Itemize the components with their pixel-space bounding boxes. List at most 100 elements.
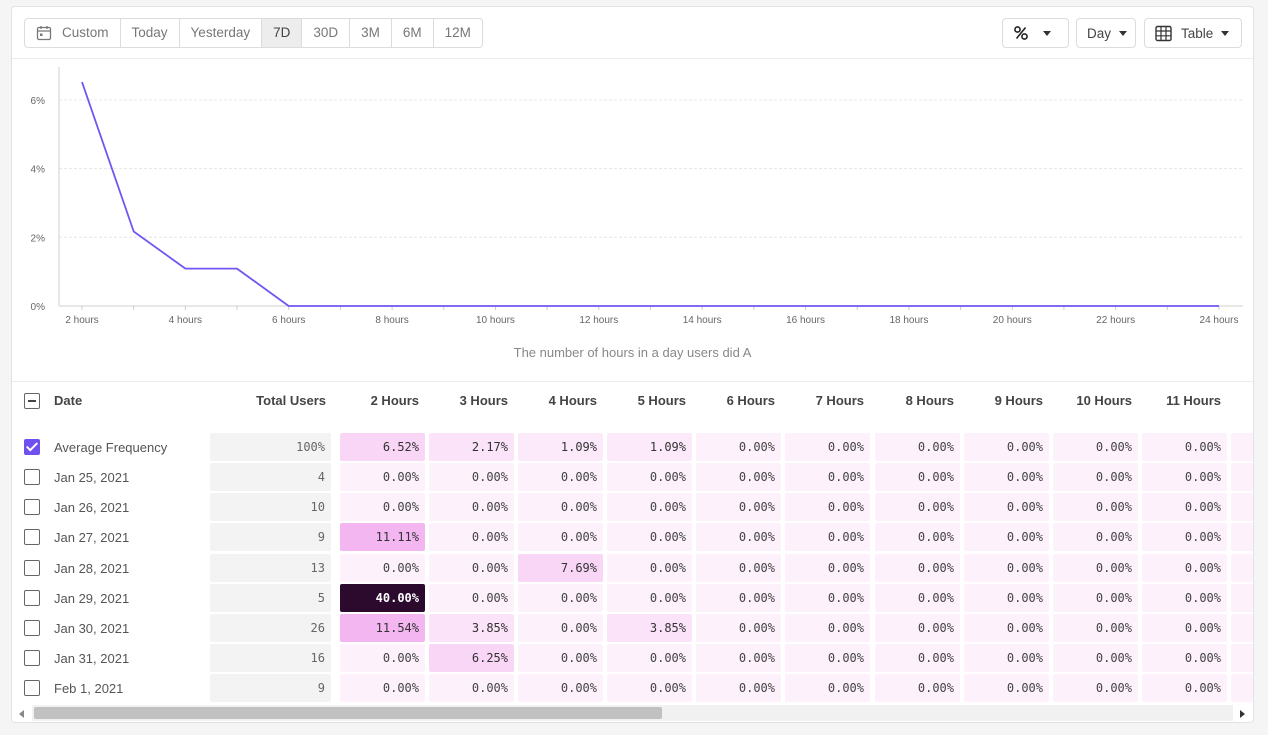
frequency-cell[interactable]: 0.00% bbox=[696, 614, 781, 642]
total-users-cell[interactable]: 13 bbox=[210, 554, 331, 582]
frequency-cell[interactable]: 0.00% bbox=[1053, 523, 1138, 551]
frequency-cell[interactable]: 0.00% bbox=[1053, 433, 1138, 461]
frequency-cell[interactable]: 1.09% bbox=[607, 433, 692, 461]
frequency-cell[interactable]: 0.00% bbox=[429, 584, 514, 612]
frequency-cell[interactable]: 11.11% bbox=[340, 523, 425, 551]
frequency-cell[interactable]: 0.00% bbox=[875, 463, 960, 491]
percent-toggle[interactable] bbox=[1002, 18, 1069, 48]
frequency-cell[interactable]: 0.00% bbox=[964, 463, 1049, 491]
frequency-cell[interactable]: 0.00% bbox=[518, 523, 603, 551]
frequency-cell[interactable]: 0.00% bbox=[429, 493, 514, 521]
frequency-cell[interactable]: 40.00% bbox=[340, 584, 425, 612]
frequency-cell[interactable]: 0.00% bbox=[607, 644, 692, 672]
frequency-cell[interactable]: 6.52% bbox=[340, 433, 425, 461]
frequency-cell[interactable]: 0.00% bbox=[964, 523, 1049, 551]
frequency-cell[interactable]: 0.00% bbox=[964, 644, 1049, 672]
frequency-cell[interactable]: 1.09% bbox=[518, 433, 603, 461]
frequency-cell[interactable]: 0.00% bbox=[1142, 463, 1227, 491]
frequency-cell[interactable]: 0.00% bbox=[607, 523, 692, 551]
frequency-cell[interactable]: 0.00% bbox=[1142, 674, 1227, 702]
frequency-cell[interactable]: 0.00% bbox=[1142, 584, 1227, 612]
range-button-custom[interactable]: Custom bbox=[25, 19, 121, 47]
frequency-cell[interactable]: 6.25% bbox=[429, 644, 514, 672]
hours-column-header[interactable]: 5 Hours bbox=[637, 393, 686, 408]
frequency-cell[interactable]: 0.00% bbox=[875, 614, 960, 642]
total-users-cell[interactable]: 4 bbox=[210, 463, 331, 491]
total-users-column-header[interactable]: Total Users bbox=[256, 393, 326, 408]
row-checkbox[interactable] bbox=[24, 529, 40, 545]
select-all-checkbox[interactable] bbox=[24, 393, 40, 409]
frequency-cell[interactable]: 0.00% bbox=[696, 463, 781, 491]
range-button-12m[interactable]: 12M bbox=[434, 19, 482, 47]
frequency-cell[interactable]: 0.00% bbox=[696, 584, 781, 612]
frequency-cell[interactable]: 0.00% bbox=[518, 584, 603, 612]
frequency-cell[interactable]: 7.69% bbox=[518, 554, 603, 582]
row-checkbox[interactable] bbox=[24, 560, 40, 576]
frequency-cell[interactable]: 0.00% bbox=[518, 463, 603, 491]
frequency-cell[interactable]: 0.00% bbox=[785, 644, 870, 672]
date-column-header[interactable]: Date bbox=[54, 393, 83, 408]
total-users-cell[interactable]: 16 bbox=[210, 644, 331, 672]
frequency-cell[interactable]: 0.00% bbox=[785, 674, 870, 702]
frequency-cell[interactable]: 0.00% bbox=[785, 554, 870, 582]
frequency-cell[interactable]: 0.00% bbox=[518, 674, 603, 702]
frequency-cell[interactable]: 0.00% bbox=[1142, 433, 1227, 461]
frequency-cell[interactable]: 0.00% bbox=[964, 674, 1049, 702]
frequency-cell[interactable]: 3.85% bbox=[429, 614, 514, 642]
frequency-cell[interactable]: 0.00% bbox=[429, 463, 514, 491]
frequency-cell[interactable]: 0.00% bbox=[1053, 584, 1138, 612]
frequency-cell[interactable]: 0.00% bbox=[1053, 644, 1138, 672]
frequency-cell[interactable]: 0.00% bbox=[1053, 463, 1138, 491]
frequency-cell[interactable]: 0.00% bbox=[875, 493, 960, 521]
hours-column-header[interactable]: 4 Hours bbox=[548, 393, 597, 408]
frequency-cell[interactable]: 0.00% bbox=[696, 523, 781, 551]
frequency-cell[interactable]: 3.85% bbox=[607, 614, 692, 642]
frequency-cell[interactable]: 0.00% bbox=[429, 674, 514, 702]
frequency-cell[interactable]: 0.00% bbox=[1053, 674, 1138, 702]
row-checkbox[interactable] bbox=[24, 590, 40, 606]
hours-column-header[interactable]: 8 Hours bbox=[905, 393, 954, 408]
frequency-cell[interactable]: 0.00% bbox=[696, 644, 781, 672]
frequency-cell[interactable]: 0.00% bbox=[607, 554, 692, 582]
frequency-cell[interactable]: 0.00% bbox=[1142, 614, 1227, 642]
row-checkbox[interactable] bbox=[24, 680, 40, 696]
frequency-cell[interactable]: 2.17% bbox=[429, 433, 514, 461]
frequency-cell[interactable]: 0.00% bbox=[964, 614, 1049, 642]
frequency-cell[interactable]: 0.00% bbox=[875, 433, 960, 461]
row-checkbox[interactable] bbox=[24, 439, 40, 455]
hours-column-header[interactable]: 2 Hours bbox=[370, 393, 419, 408]
hours-column-header[interactable]: 7 Hours bbox=[815, 393, 864, 408]
frequency-cell[interactable]: 0.00% bbox=[1053, 493, 1138, 521]
series-line[interactable] bbox=[81, 81, 1219, 307]
frequency-cell[interactable]: 0.00% bbox=[1142, 644, 1227, 672]
frequency-cell[interactable]: 0.00% bbox=[1142, 493, 1227, 521]
frequency-cell[interactable]: 0.00% bbox=[518, 493, 603, 521]
frequency-cell[interactable]: 0.00% bbox=[875, 554, 960, 582]
frequency-cell[interactable]: 0.00% bbox=[785, 433, 870, 461]
hours-column-header[interactable]: 10 Hours bbox=[1076, 393, 1132, 408]
frequency-cell[interactable]: 0.00% bbox=[1142, 554, 1227, 582]
frequency-cell[interactable]: 0.00% bbox=[785, 463, 870, 491]
scroll-left-arrow-icon[interactable] bbox=[19, 710, 24, 718]
horizontal-scrollbar[interactable] bbox=[12, 702, 1253, 722]
range-button-yesterday[interactable]: Yesterday bbox=[180, 19, 263, 47]
frequency-cell[interactable]: 0.00% bbox=[607, 584, 692, 612]
frequency-cell[interactable]: 0.00% bbox=[607, 463, 692, 491]
frequency-cell[interactable]: 0.00% bbox=[340, 463, 425, 491]
frequency-cell[interactable]: 0.00% bbox=[696, 554, 781, 582]
range-button-7d[interactable]: 7D bbox=[262, 19, 303, 47]
scrollbar-thumb[interactable] bbox=[34, 707, 662, 719]
frequency-cell[interactable]: 0.00% bbox=[607, 674, 692, 702]
frequency-cell[interactable]: 0.00% bbox=[696, 493, 781, 521]
frequency-cell[interactable]: 11.54% bbox=[340, 614, 425, 642]
frequency-cell[interactable]: 0.00% bbox=[964, 554, 1049, 582]
frequency-cell[interactable]: 0.00% bbox=[1142, 523, 1227, 551]
frequency-cell[interactable]: 0.00% bbox=[785, 614, 870, 642]
range-button-6m[interactable]: 6M bbox=[392, 19, 434, 47]
total-users-cell[interactable]: 100% bbox=[210, 433, 331, 461]
range-button-today[interactable]: Today bbox=[121, 19, 180, 47]
frequency-cell[interactable]: 0.00% bbox=[518, 644, 603, 672]
frequency-cell[interactable]: 0.00% bbox=[964, 493, 1049, 521]
frequency-cell[interactable]: 0.00% bbox=[875, 644, 960, 672]
frequency-cell[interactable]: 0.00% bbox=[875, 523, 960, 551]
